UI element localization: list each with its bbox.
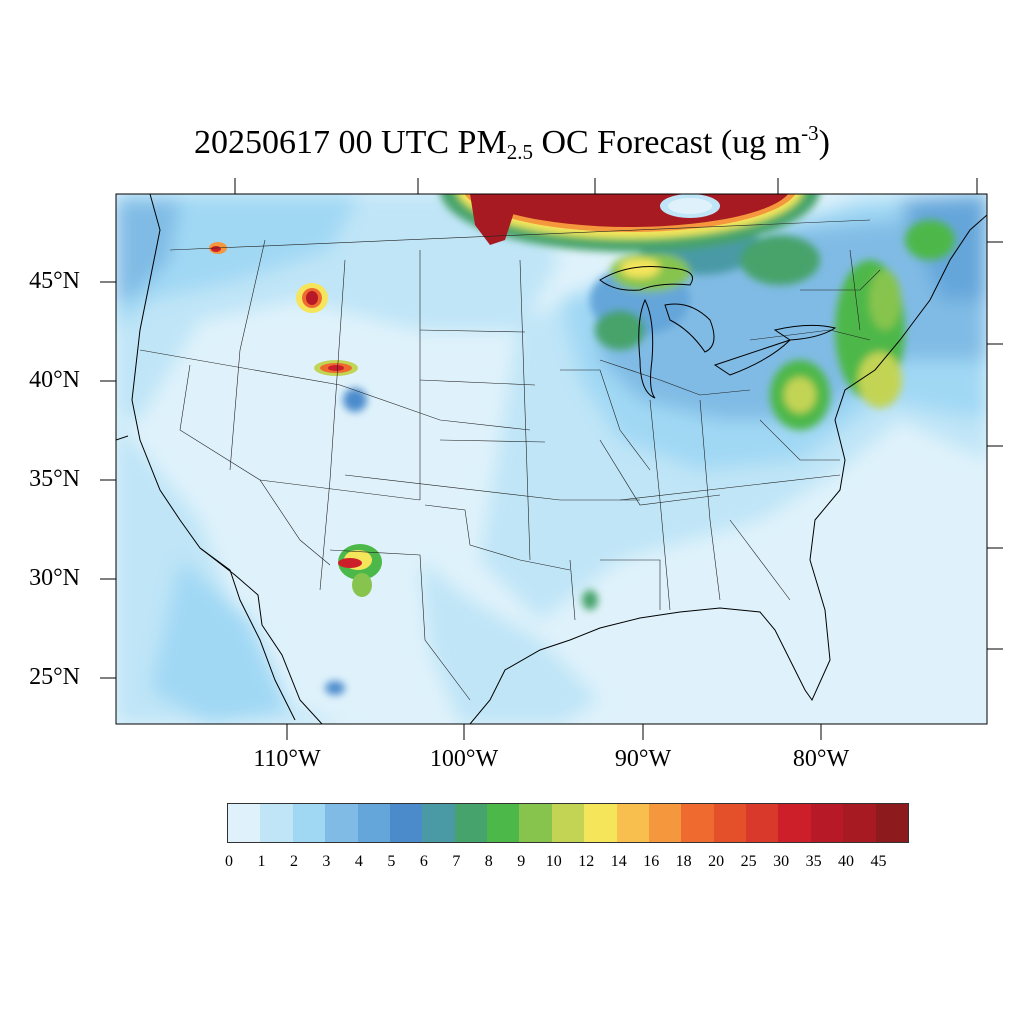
colorbar-tick-label: 16 — [643, 853, 660, 870]
colorbar-tick-label: 14 — [610, 853, 627, 870]
colorbar-tick-label: 30 — [773, 853, 790, 870]
colorbar-swatch-12 — [616, 804, 649, 842]
lon-label-80w: 80°W — [792, 746, 850, 772]
colorbar-swatch-11 — [584, 804, 617, 842]
colorbar-swatch-18 — [810, 804, 844, 842]
coastlines — [116, 194, 987, 724]
lon-label-100w: 100°W — [429, 746, 499, 772]
colorbar-tick-label: 20 — [708, 853, 725, 870]
colorbar-swatch-5 — [389, 804, 423, 842]
colorbar-tick-label: 25 — [740, 853, 757, 870]
fire-hotspots — [209, 242, 382, 597]
colorbar-swatch-4 — [357, 804, 390, 842]
lat-label-40: 40°N — [29, 367, 80, 393]
lon-label-90w: 90°W — [614, 746, 672, 772]
colorbar-tick-label: 2 — [289, 853, 298, 870]
colorbar-tick-label: 7 — [452, 853, 461, 870]
colorbar-tick-label: 5 — [387, 853, 396, 870]
colorbar-swatch-13 — [648, 804, 682, 842]
lat-label-35: 35°N — [29, 466, 80, 492]
colorbar-tick-label: 9 — [517, 853, 526, 870]
lon-label-110w: 110°W — [253, 746, 321, 772]
colorbar-tick-label: 8 — [484, 853, 493, 870]
colorbar-swatch-6 — [422, 804, 455, 842]
colorbar-tick-label: 40 — [838, 853, 855, 870]
colorbar-tick-label: 3 — [322, 853, 331, 870]
colorbar-tick-label: 6 — [419, 853, 428, 870]
colorbar-swatch-15 — [713, 804, 746, 842]
colorbar-swatch-19 — [843, 804, 876, 842]
colorbar-swatch-2 — [292, 804, 326, 842]
colorbar-swatch-16 — [746, 804, 779, 842]
state-boundaries — [139, 219, 881, 701]
lat-label-25: 25°N — [29, 664, 80, 690]
colorbar-swatch-8 — [487, 804, 520, 842]
canada-smoke-plume — [440, 194, 820, 252]
colorbar-swatch-14 — [681, 804, 714, 842]
colorbar-tick-label: 10 — [545, 853, 562, 870]
colorbar-swatch-17 — [778, 804, 811, 842]
colorbar-tick-label: 45 — [870, 853, 887, 870]
colorbar-swatch-20 — [875, 804, 908, 842]
lat-label-45: 45°N — [29, 268, 80, 294]
pm25-field — [116, 194, 987, 724]
colorbar-swatch-10 — [551, 804, 585, 842]
colorbar-tick-label: 4 — [354, 853, 363, 870]
lat-label-30: 30°N — [29, 565, 80, 591]
map-title: 20250617 00 UTC PM2.5 OC Forecast (ug m-… — [194, 121, 830, 164]
plot-frame — [115, 193, 988, 725]
colorbar-swatch-1 — [260, 804, 293, 842]
colorbar-tick-label: 1 — [257, 853, 266, 870]
great-lakes — [599, 266, 837, 399]
colorbar-swatch-0 — [228, 804, 261, 842]
colorbar-swatch-3 — [325, 804, 358, 842]
colorbar-tick-label: 35 — [805, 853, 822, 870]
colorbar-tick-label: 0 — [225, 853, 233, 870]
colorbar — [227, 803, 909, 843]
colorbar-swatch-7 — [454, 804, 487, 842]
colorbar-tick-label: 18 — [675, 853, 692, 870]
colorbar-tick-label: 12 — [578, 853, 595, 870]
colorbar-swatch-9 — [519, 804, 552, 842]
tick-marks — [100, 178, 1003, 740]
